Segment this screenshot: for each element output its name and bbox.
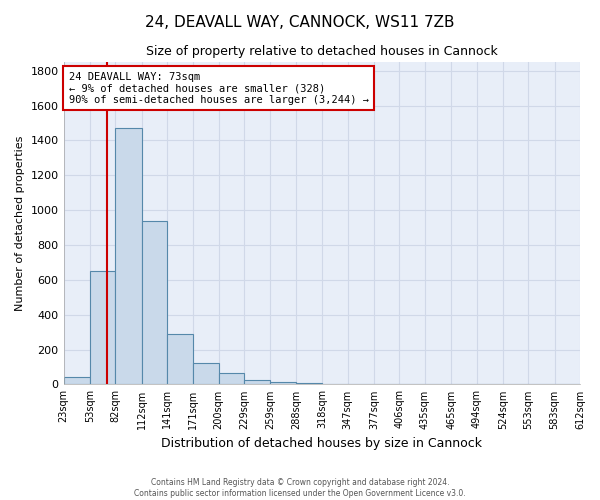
Bar [296, 382, 322, 384]
Bar [219, 373, 244, 384]
Bar [167, 334, 193, 384]
Bar [90, 271, 115, 384]
Bar [64, 378, 90, 384]
Text: 24 DEAVALL WAY: 73sqm
← 9% of detached houses are smaller (328)
90% of semi-deta: 24 DEAVALL WAY: 73sqm ← 9% of detached h… [69, 72, 369, 105]
Bar [271, 382, 296, 384]
X-axis label: Distribution of detached houses by size in Cannock: Distribution of detached houses by size … [161, 437, 482, 450]
Text: 24, DEAVALL WAY, CANNOCK, WS11 7ZB: 24, DEAVALL WAY, CANNOCK, WS11 7ZB [145, 15, 455, 30]
Y-axis label: Number of detached properties: Number of detached properties [15, 136, 25, 311]
Bar [193, 362, 219, 384]
Bar [115, 128, 142, 384]
Title: Size of property relative to detached houses in Cannock: Size of property relative to detached ho… [146, 45, 497, 58]
Bar [244, 380, 271, 384]
Text: Contains HM Land Registry data © Crown copyright and database right 2024.
Contai: Contains HM Land Registry data © Crown c… [134, 478, 466, 498]
Bar [142, 222, 167, 384]
